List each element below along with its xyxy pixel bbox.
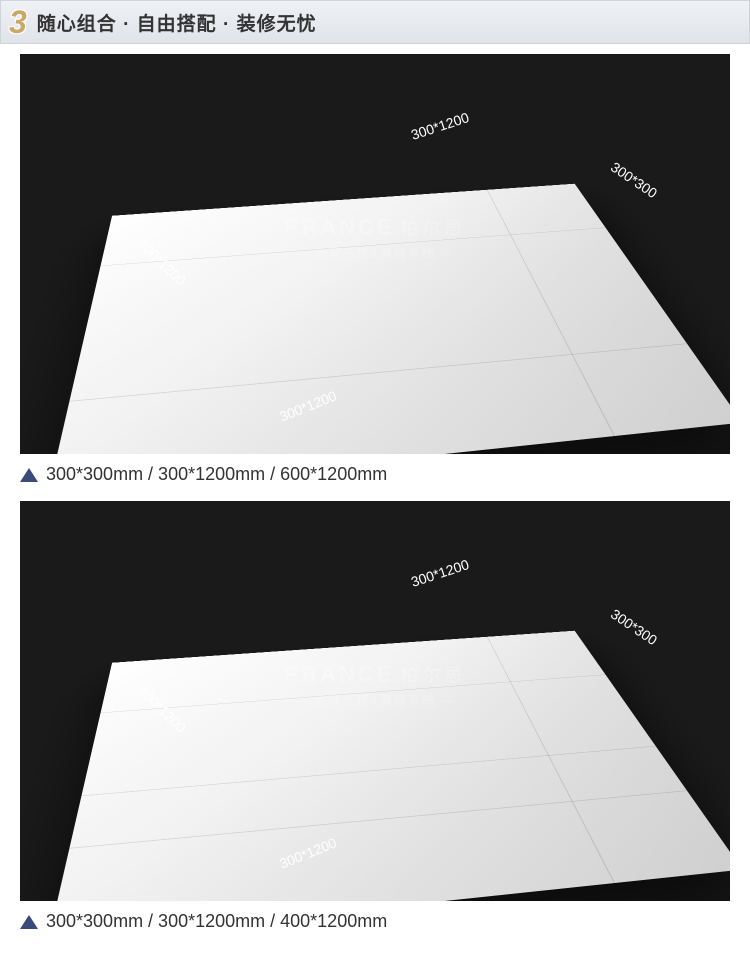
seam-horizontal [81,746,655,796]
caption-text: 300*300mm / 300*1200mm / 400*1200mm [46,911,387,932]
product-panel: 300*1200300*300600*1200300*1200PRANCE柏尔思… [20,54,730,454]
caption-text: 300*300mm / 300*1200mm / 600*1200mm [46,464,387,485]
seam-horizontal [100,674,605,713]
seam-horizontal [69,343,687,401]
seam-horizontal [100,227,605,266]
section-header: 3 随心组合 · 自由搭配 · 装修无忧 [0,0,750,44]
seam-vertical [487,637,615,883]
ceiling-slab [48,184,730,454]
section-number: 3 [9,4,27,41]
triangle-icon [20,915,38,929]
triangle-icon [20,468,38,482]
seam-vertical [487,190,615,436]
section-title: 随心组合 · 自由搭配 · 装修无忧 [37,9,317,36]
ceiling-slab [48,631,730,901]
panel-caption: 300*300mm / 300*1200mm / 400*1200mm [20,911,730,932]
seam-horizontal [69,790,687,848]
panel-caption: 300*300mm / 300*1200mm / 600*1200mm [20,464,730,485]
perspective-stage [20,54,730,454]
panels-container: 300*1200300*300600*1200300*1200PRANCE柏尔思… [0,54,750,932]
perspective-stage [20,501,730,901]
product-panel: 300*1200300*300400*1200300*1200PRANCE柏尔思… [20,501,730,901]
